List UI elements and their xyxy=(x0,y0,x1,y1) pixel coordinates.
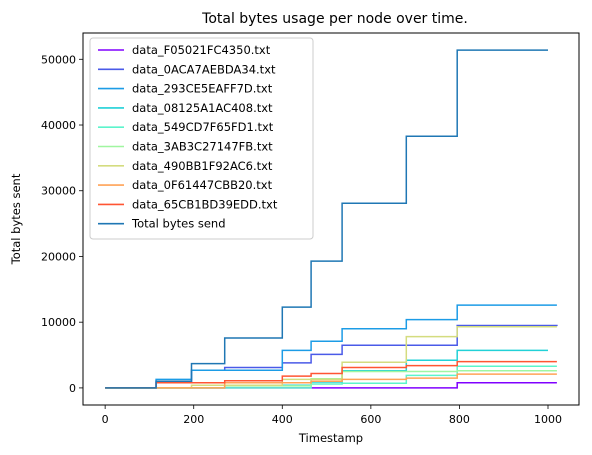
y-tick-label-4: 40000 xyxy=(41,119,76,132)
series-line-4 xyxy=(105,366,557,388)
chart-title: Total bytes usage per node over time. xyxy=(201,11,468,27)
y-axis-label: Total bytes sent xyxy=(9,173,23,265)
legend-entry-4: data_549CD7F65FD1.txt xyxy=(132,120,274,134)
x-tick-label-3: 600 xyxy=(360,413,381,426)
legend-entry-2: data_293CE5EAFF7D.txt xyxy=(132,82,273,96)
y-tick-label-3: 30000 xyxy=(41,185,76,198)
y-tick-label-2: 20000 xyxy=(41,250,76,263)
legend-entry-6: data_490BB1F92AC6.txt xyxy=(132,159,273,173)
legend-entry-8: data_65CB1BD39EDD.txt xyxy=(132,197,278,211)
x-tick-label-4: 800 xyxy=(449,413,470,426)
legend-entry-3: data_08125A1AC408.txt xyxy=(132,101,273,115)
legend-entry-5: data_3AB3C27147FB.txt xyxy=(132,140,273,154)
legend-entry-1: data_0ACA7AEBDA34.txt xyxy=(132,62,276,76)
x-tick-label-2: 400 xyxy=(272,413,293,426)
x-tick-label-1: 200 xyxy=(183,413,204,426)
y-tick-label-0: 0 xyxy=(69,382,76,395)
x-tick-label-0: 0 xyxy=(102,413,109,426)
x-tick-label-5: 1000 xyxy=(534,413,562,426)
legend-entry-7: data_0F61447CBB20.txt xyxy=(132,178,273,192)
x-axis-label: Timestamp xyxy=(298,431,363,445)
y-tick-label-1: 10000 xyxy=(41,316,76,329)
y-tick-label-5: 50000 xyxy=(41,53,76,66)
series-line-2 xyxy=(105,305,557,388)
legend: data_F05021FC4350.txt data_0ACA7AEBDA34.t… xyxy=(90,38,313,239)
legend-entry-9: Total bytes send xyxy=(131,217,226,231)
legend-entry-0: data_F05021FC4350.txt xyxy=(132,43,271,57)
